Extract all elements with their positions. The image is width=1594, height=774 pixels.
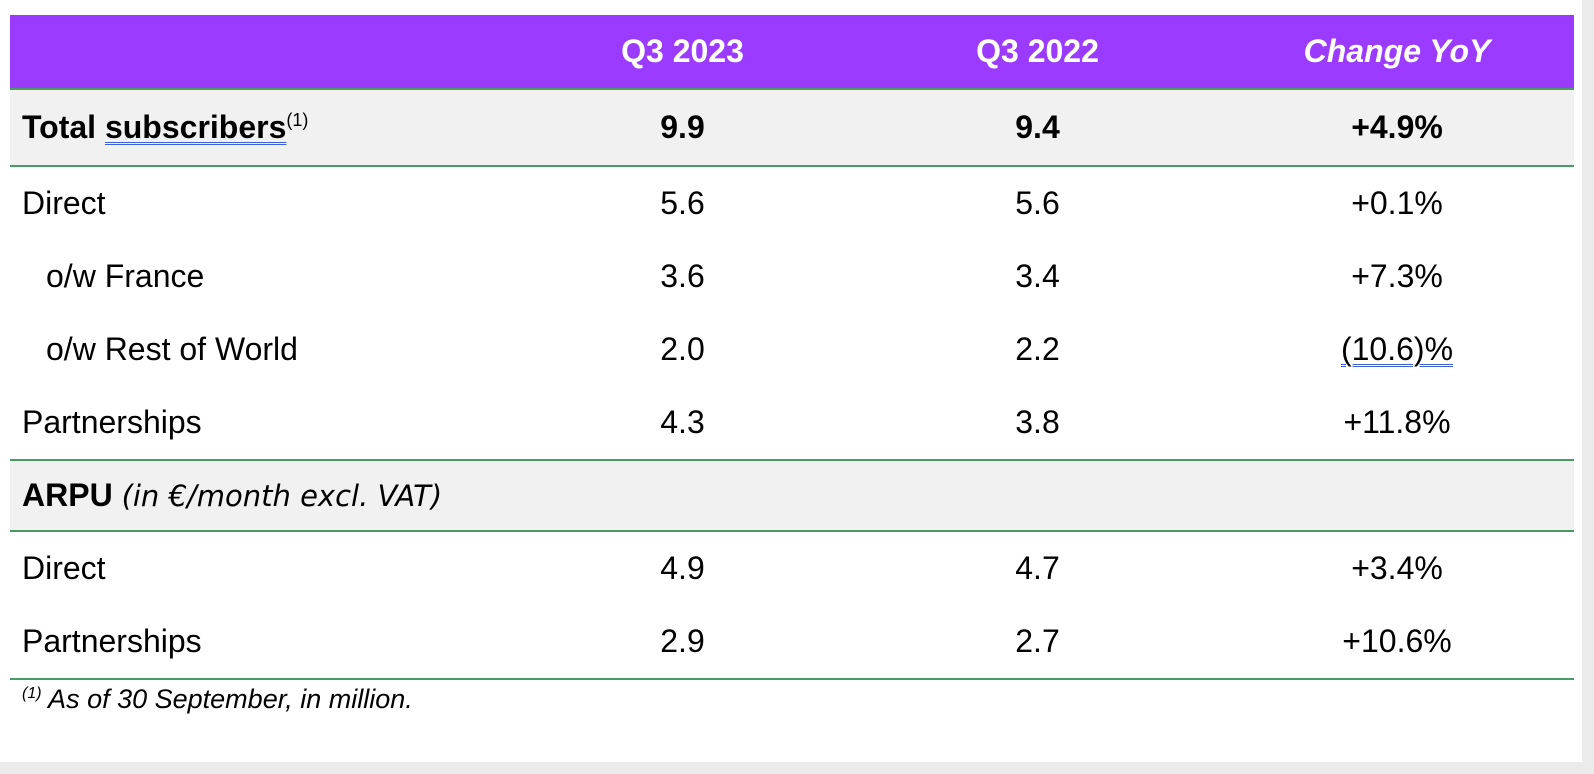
total-q3-2023: 9.9 — [660, 109, 705, 145]
table-row: Direct 4.9 4.7 +3.4% — [10, 532, 1574, 605]
footnote-marker: (1) — [22, 685, 42, 702]
cell-q3-2023: 4.3 — [660, 404, 705, 440]
table-row: o/w Rest of World 2.0 2.2 (10.6)% — [10, 313, 1574, 386]
header-q3-2023: Q3 2023 — [621, 33, 744, 69]
cell-q3-2022: 2.2 — [1015, 331, 1060, 367]
arpu-section-row: ARPU (in €/month excl. VAT) — [10, 459, 1574, 532]
total-label-prefix: Total — [22, 109, 105, 145]
row-label: o/w France — [46, 258, 205, 294]
cell-q3-2023: 2.0 — [660, 331, 705, 367]
cell-change: (10.6)% — [1220, 331, 1574, 368]
subscribers-arpu-table: Q3 2023 Q3 2022 Change YoY Total subscri… — [10, 15, 1574, 680]
total-q3-2022: 9.4 — [1015, 109, 1060, 145]
total-label-word: subscribers — [104, 109, 287, 145]
table-row: o/w France 3.6 3.4 +7.3% — [10, 240, 1574, 313]
header-q3-2022: Q3 2022 — [976, 33, 1099, 69]
cell-q3-2023: 2.9 — [660, 623, 705, 659]
total-footnote-ref: (1) — [286, 110, 309, 130]
footnote: (1) As of 30 September, in million. — [22, 684, 413, 715]
total-subscribers-label: Total subscribers(1) — [10, 109, 510, 146]
cell-q3-2022: 2.7 — [1015, 623, 1060, 659]
cell-change: +7.3% — [1351, 258, 1443, 294]
total-subscribers-row: Total subscribers(1) 9.9 9.4 +4.9% — [10, 88, 1574, 167]
arpu-section-label: ARPU (in €/month excl. VAT) — [10, 477, 510, 514]
arpu-label: ARPU — [22, 477, 113, 513]
table-row: Partnerships 2.9 2.7 +10.6% — [10, 605, 1574, 680]
cell-q3-2023: 5.6 — [660, 185, 705, 221]
row-label: Direct — [22, 185, 106, 221]
cell-q3-2022: 3.8 — [1015, 404, 1060, 440]
cell-change-text: (10.6)% — [1340, 331, 1454, 367]
cell-change: +3.4% — [1351, 550, 1443, 586]
cell-change: +0.1% — [1351, 185, 1443, 221]
row-label: o/w Rest of World — [46, 331, 298, 367]
table-row: Partnerships 4.3 3.8 +11.8% — [10, 386, 1574, 459]
row-label: Direct — [22, 550, 106, 586]
table-card: Q3 2023 Q3 2022 Change YoY Total subscri… — [0, 0, 1582, 762]
cell-change: +10.6% — [1342, 623, 1452, 659]
footnote-text: As of 30 September, in million. — [41, 684, 413, 714]
row-label: Partnerships — [22, 623, 202, 659]
cell-q3-2023: 4.9 — [660, 550, 705, 586]
table-row: Direct 5.6 5.6 +0.1% — [10, 167, 1574, 240]
arpu-unit: (in €/month excl. VAT) — [121, 479, 443, 513]
table-header-row: Q3 2023 Q3 2022 Change YoY — [10, 15, 1574, 88]
header-change-yoy: Change YoY — [1303, 33, 1491, 69]
cell-change: +11.8% — [1343, 404, 1451, 440]
cell-q3-2022: 4.7 — [1015, 550, 1060, 586]
cell-q3-2022: 3.4 — [1015, 258, 1060, 294]
total-change: +4.9% — [1351, 109, 1443, 145]
cell-q3-2022: 5.6 — [1015, 185, 1060, 221]
row-label: Partnerships — [22, 404, 202, 440]
cell-q3-2023: 3.6 — [660, 258, 705, 294]
